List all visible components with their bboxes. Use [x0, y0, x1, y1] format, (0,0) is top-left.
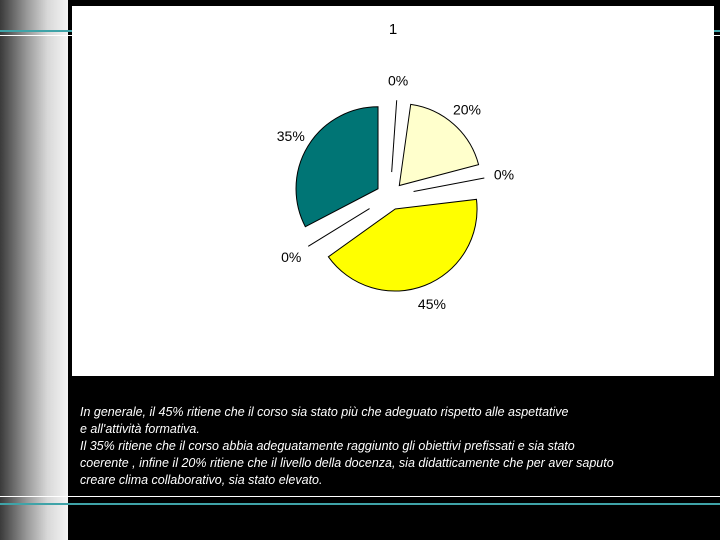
slice-label: 0% — [494, 166, 514, 182]
chart-title: 1 — [389, 21, 397, 38]
slice-label: 20% — [453, 101, 481, 117]
caption-line: creare clima collaborativo, sia stato el… — [80, 473, 323, 487]
caption-line: Il 35% ritiene che il corso abbia adegua… — [80, 439, 575, 453]
pie-slice — [398, 103, 480, 187]
pie-slice — [307, 208, 370, 247]
sidebar-gradient — [0, 0, 68, 540]
slice-label: 0% — [388, 72, 408, 88]
pie-slice — [295, 106, 379, 228]
caption-line: In generale, il 45% ritiene che il corso… — [80, 405, 569, 419]
pie-slice — [391, 100, 398, 173]
bottom-white-rule — [0, 496, 720, 497]
bottom-teal-rule — [0, 503, 720, 505]
slice-label: 0% — [281, 249, 301, 265]
caption: In generale, il 45% ritiene che il corso… — [80, 404, 700, 489]
slice-label: 45% — [418, 296, 446, 312]
pie-chart: 1 0% 20% 0% 45% 0% 35% — [277, 21, 514, 312]
pie-slice — [327, 198, 478, 292]
caption-line: coerente , infine il 20% ritiene che il … — [80, 456, 614, 470]
slice-label: 35% — [277, 128, 305, 144]
chart-panel: 1 0% 20% 0% 45% 0% 35% — [72, 6, 714, 376]
caption-line: e all'attività formativa. — [80, 422, 200, 436]
pie-slice — [413, 177, 485, 192]
